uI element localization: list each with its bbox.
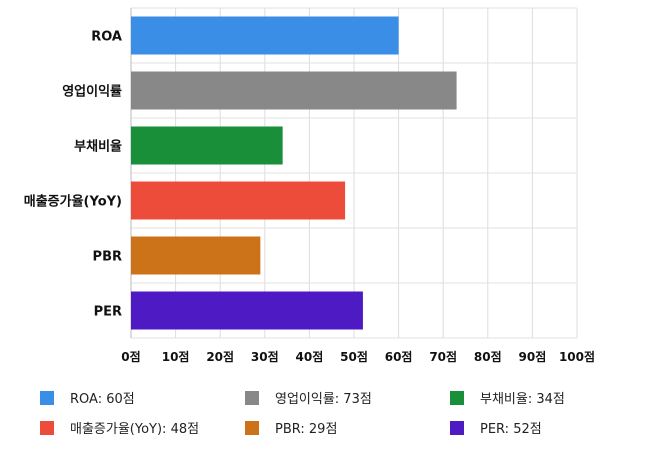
legend-label: PER: 52점 bbox=[480, 422, 542, 437]
legend-label: ROA: 60점 bbox=[70, 392, 135, 407]
x-tick-label: 70점 bbox=[429, 349, 457, 364]
legend-label: 영업이익률: 73점 bbox=[275, 392, 372, 407]
x-tick-label: 80점 bbox=[474, 349, 502, 364]
category-label: PER bbox=[94, 305, 122, 320]
x-tick-label: 10점 bbox=[162, 349, 190, 364]
legend-swatch bbox=[245, 420, 259, 435]
category-label: 부채비율 bbox=[74, 139, 122, 155]
bar-0 bbox=[131, 16, 399, 55]
legend-swatch bbox=[40, 420, 54, 435]
legend-swatch bbox=[450, 420, 464, 435]
x-tick-label: 20점 bbox=[206, 349, 234, 364]
legend-swatch bbox=[450, 390, 464, 405]
x-tick-label: 40점 bbox=[296, 349, 324, 364]
legend-label: PBR: 29점 bbox=[275, 422, 338, 437]
legend-item-pbr: PBR: 29점 bbox=[245, 418, 337, 437]
category-label: ROA bbox=[91, 30, 122, 45]
bar-3 bbox=[131, 181, 346, 220]
bar-5 bbox=[131, 291, 363, 330]
x-tick-label: 100점 bbox=[559, 349, 595, 364]
bar-1 bbox=[131, 71, 457, 110]
legend-item-per: PER: 52점 bbox=[450, 418, 542, 437]
bar-2 bbox=[131, 126, 283, 165]
x-tick-label: 90점 bbox=[519, 349, 547, 364]
x-tick-label: 50점 bbox=[340, 349, 368, 364]
bar-4 bbox=[131, 236, 261, 275]
category-label: 매출증가율(YoY) bbox=[24, 194, 122, 210]
legend-item-roa: ROA: 60점 bbox=[40, 388, 135, 407]
legend-label: 매출증가율(YoY): 48점 bbox=[70, 422, 200, 437]
legend-label: 부채비율: 34점 bbox=[480, 392, 565, 407]
category-label: 영업이익률 bbox=[62, 84, 122, 100]
legend-swatch bbox=[245, 390, 259, 405]
legend-item-sales-growth: 매출증가율(YoY): 48점 bbox=[40, 418, 199, 437]
legend-item-debt-ratio: 부채비율: 34점 bbox=[450, 388, 565, 407]
legend-swatch bbox=[40, 390, 54, 405]
legend-item-operating-margin: 영업이익률: 73점 bbox=[245, 388, 372, 407]
category-label: PBR bbox=[93, 250, 122, 265]
x-tick-label: 60점 bbox=[385, 349, 413, 364]
x-tick-label: 0점 bbox=[121, 349, 140, 364]
x-tick-label: 30점 bbox=[251, 349, 279, 364]
